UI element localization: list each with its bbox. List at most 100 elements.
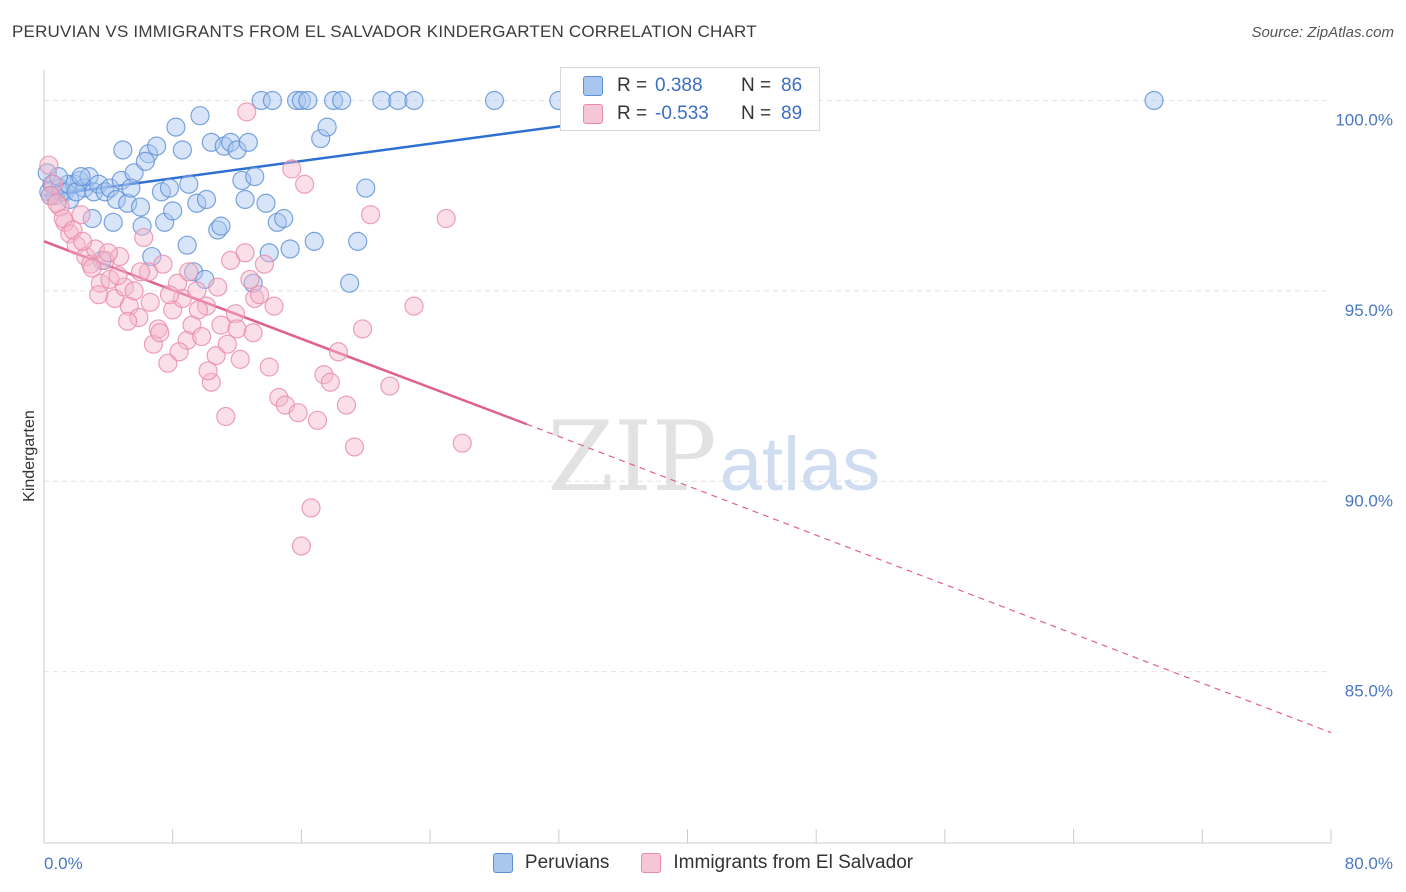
data-point xyxy=(237,102,257,122)
data-point xyxy=(108,266,128,286)
data-point xyxy=(211,216,231,236)
data-point xyxy=(235,243,255,263)
data-point xyxy=(280,239,300,259)
data-point xyxy=(336,395,357,415)
data-point xyxy=(150,323,170,343)
data-point xyxy=(60,189,80,210)
data-point xyxy=(269,387,289,408)
data-point xyxy=(124,281,144,301)
data-point xyxy=(243,323,263,343)
data-point xyxy=(89,174,109,194)
legend-label: Peruvians xyxy=(524,852,610,873)
data-point xyxy=(344,437,365,457)
stats-legend-row-el-salvador: R = -0.533 N = 89 xyxy=(583,101,802,127)
series-legend: Peruvians Immigrants from El Salvador xyxy=(0,852,1406,874)
r-label: R = xyxy=(617,103,648,124)
data-point xyxy=(140,292,160,312)
data-point xyxy=(404,296,424,316)
data-point xyxy=(73,231,93,251)
data-point xyxy=(262,90,283,111)
data-point xyxy=(227,319,247,339)
data-point xyxy=(166,117,186,137)
data-point xyxy=(39,155,59,175)
data-point xyxy=(352,319,373,339)
data-point xyxy=(37,163,57,183)
n-value: 89 xyxy=(781,103,803,124)
data-point xyxy=(282,159,302,179)
data-point xyxy=(452,433,472,453)
data-point xyxy=(216,406,236,427)
data-point xyxy=(206,345,226,366)
data-point xyxy=(114,277,135,297)
data-point xyxy=(100,178,120,198)
legend-item-el-salvador[interactable]: Immigrants from El Salvador xyxy=(641,852,913,874)
data-point xyxy=(259,357,279,377)
data-point xyxy=(201,132,221,152)
data-point xyxy=(82,208,102,229)
data-point xyxy=(238,132,258,152)
data-point xyxy=(129,307,149,328)
data-point xyxy=(340,273,360,293)
data-point xyxy=(320,372,340,392)
n-value: 86 xyxy=(781,75,803,96)
data-point xyxy=(356,178,376,198)
y-axis-label: Kindergarten xyxy=(21,410,38,502)
data-point xyxy=(328,342,349,362)
data-point xyxy=(177,330,197,350)
data-point xyxy=(291,90,311,111)
data-point xyxy=(311,128,331,149)
data-point xyxy=(167,273,188,293)
trendline-extension xyxy=(526,423,1332,734)
n-label: N = xyxy=(741,75,772,96)
r-label: R = xyxy=(617,75,648,96)
data-point xyxy=(121,178,141,198)
data-point xyxy=(179,174,199,194)
watermark: ZIP atlas xyxy=(547,401,880,513)
y-tick-label: 90.0% xyxy=(1345,491,1393,510)
data-point xyxy=(118,193,138,213)
data-point xyxy=(317,117,337,137)
data-point xyxy=(332,90,352,111)
data-point xyxy=(259,243,279,263)
y-tick-label: 85.0% xyxy=(1345,682,1393,701)
y-tick-label: 95.0% xyxy=(1345,301,1393,320)
data-point xyxy=(380,376,400,396)
data-point xyxy=(110,246,130,267)
data-point xyxy=(52,182,72,202)
data-point xyxy=(404,90,424,111)
data-point xyxy=(211,315,231,335)
data-point xyxy=(208,277,228,297)
r-value: -0.533 xyxy=(655,103,709,124)
legend-item-peruvians[interactable]: Peruvians xyxy=(492,852,610,874)
data-point xyxy=(66,182,86,202)
data-point xyxy=(323,90,344,111)
watermark-zip: ZIP xyxy=(547,401,716,513)
data-point xyxy=(196,189,217,210)
data-point xyxy=(227,140,247,160)
data-point xyxy=(198,361,218,381)
data-point xyxy=(217,334,237,354)
source-note: Source: ZipAtlas.com xyxy=(1251,24,1394,41)
data-point xyxy=(251,90,271,111)
data-point xyxy=(201,372,221,392)
data-point xyxy=(348,231,368,251)
r-value: 0.388 xyxy=(655,75,703,96)
data-point xyxy=(40,186,61,206)
data-point xyxy=(158,353,178,373)
data-point xyxy=(44,174,64,194)
data-point xyxy=(208,220,228,240)
data-point xyxy=(82,258,102,278)
data-point xyxy=(159,285,180,305)
data-point xyxy=(301,498,321,518)
data-point xyxy=(291,536,311,556)
data-point xyxy=(254,254,274,274)
y-tick-label: 100.0% xyxy=(1335,110,1393,129)
data-point xyxy=(190,106,210,126)
data-point xyxy=(184,262,204,282)
peruvians-swatch xyxy=(583,76,603,96)
data-point xyxy=(192,326,212,347)
data-point xyxy=(118,311,138,331)
data-point xyxy=(298,90,318,111)
data-point xyxy=(98,243,118,263)
